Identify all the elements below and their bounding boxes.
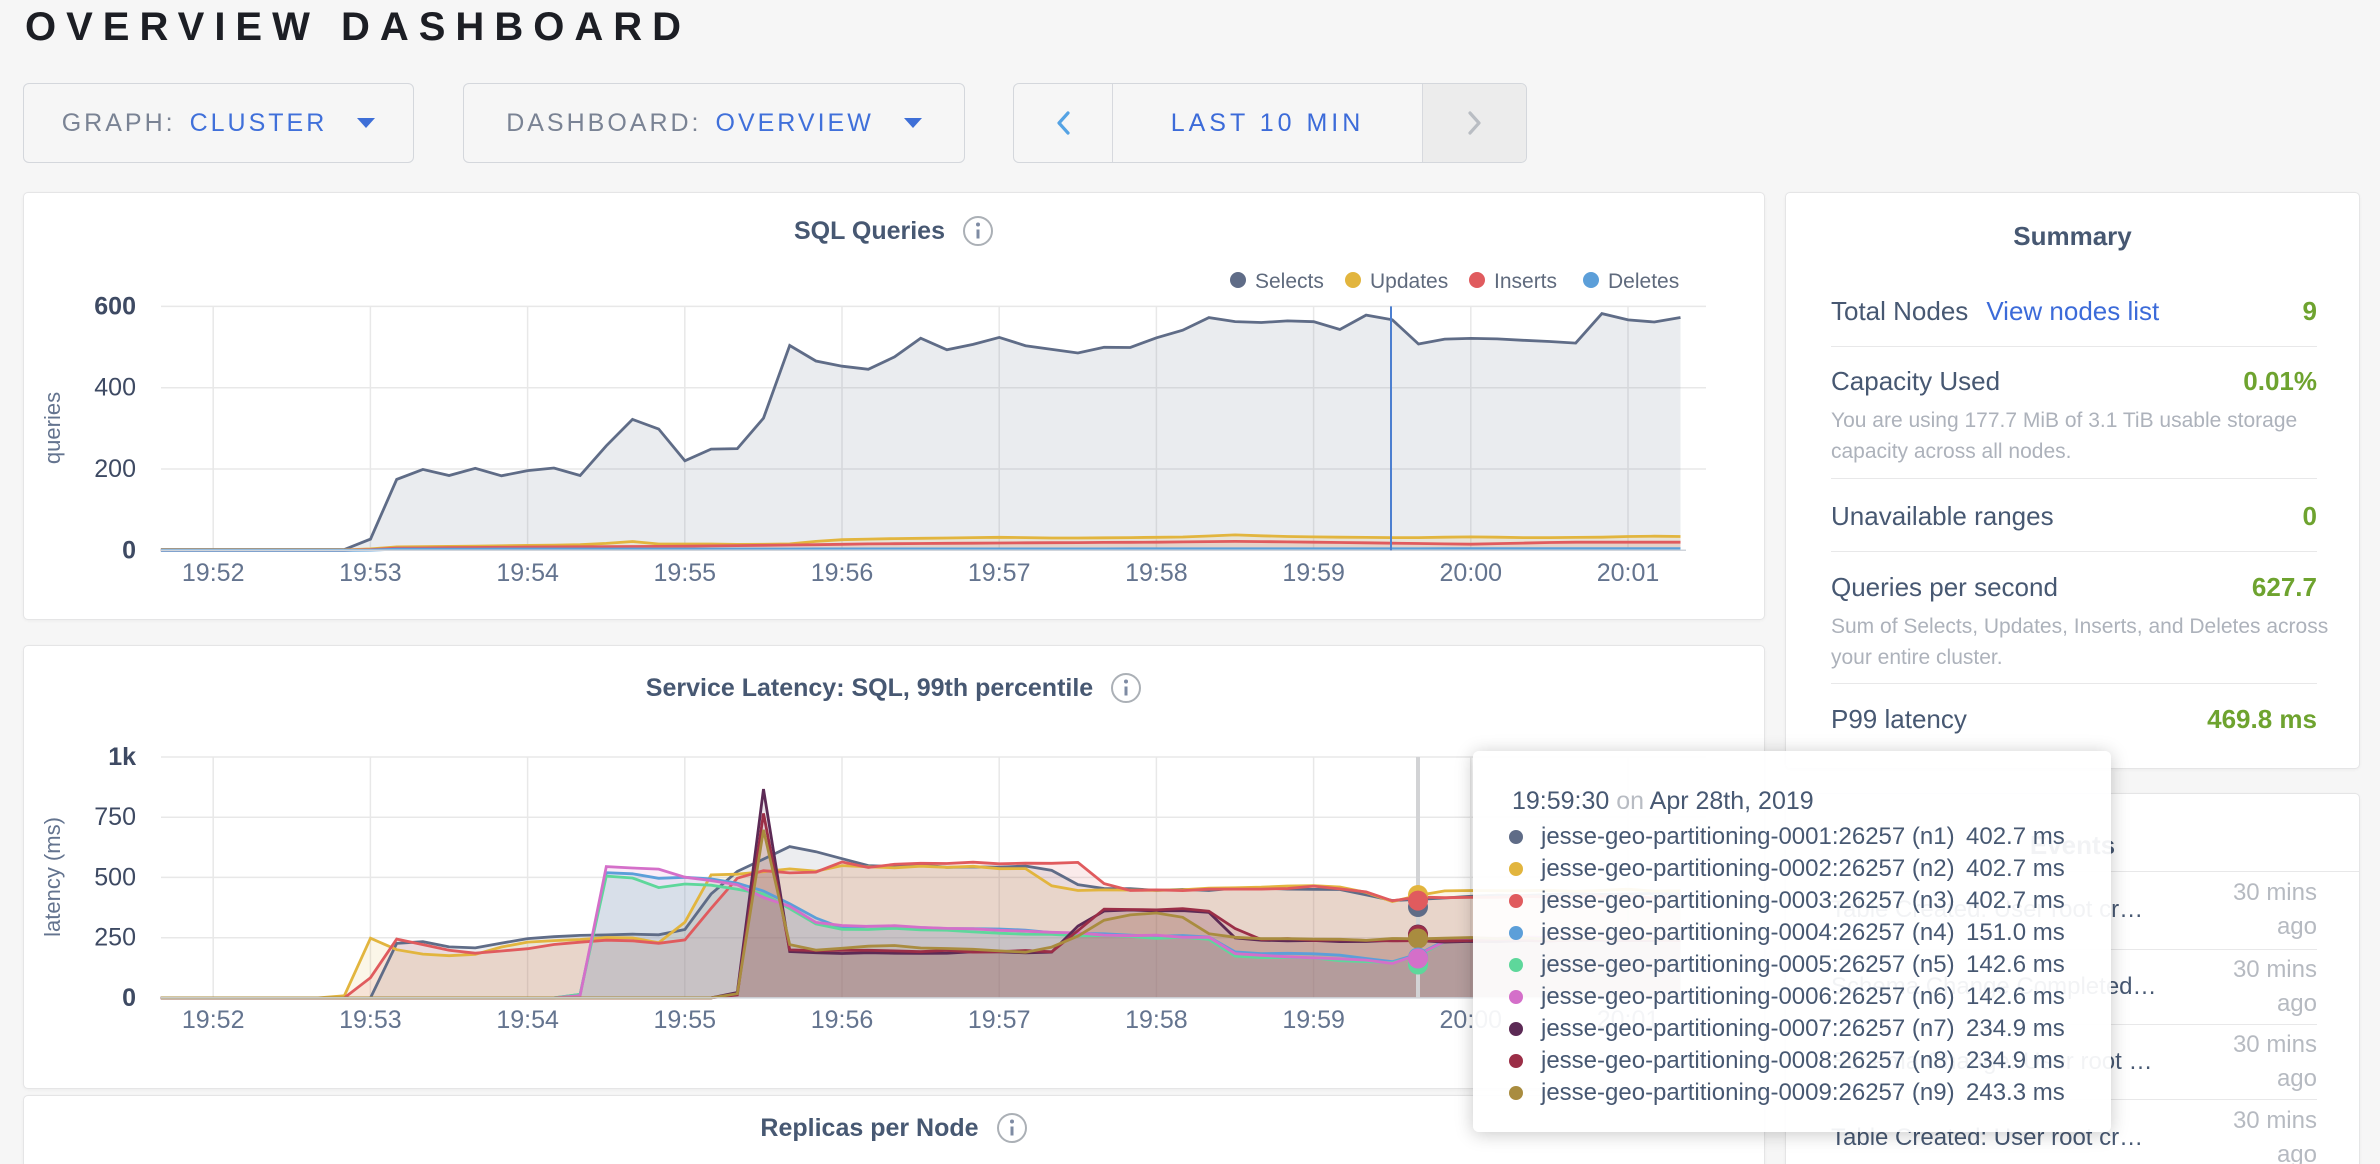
svg-text:Deletes: Deletes (1608, 270, 1679, 293)
svg-text:0: 0 (122, 536, 136, 564)
svg-text:600: 600 (94, 292, 136, 320)
svg-text:latency (ms): latency (ms) (40, 817, 65, 937)
svg-text:19:55: 19:55 (654, 1006, 717, 1034)
svg-text:19:54: 19:54 (496, 559, 559, 587)
svg-text:19:52: 19:52 (182, 1006, 245, 1034)
svg-text:500: 500 (94, 863, 136, 891)
svg-text:19:58: 19:58 (1125, 1006, 1188, 1034)
svg-text:19:55: 19:55 (654, 559, 717, 587)
svg-text:250: 250 (94, 924, 136, 952)
svg-text:19:59: 19:59 (1282, 1006, 1345, 1034)
svg-text:20:01: 20:01 (1597, 559, 1660, 587)
svg-text:Inserts: Inserts (1494, 270, 1557, 293)
svg-text:19:56: 19:56 (811, 559, 874, 587)
svg-text:20:00: 20:00 (1440, 559, 1503, 587)
svg-text:19:56: 19:56 (811, 1006, 874, 1034)
svg-text:400: 400 (94, 374, 136, 402)
svg-text:Selects: Selects (1255, 270, 1324, 293)
svg-text:19:53: 19:53 (339, 1006, 402, 1034)
svg-text:750: 750 (94, 803, 136, 831)
svg-text:0: 0 (122, 984, 136, 1012)
svg-text:queries: queries (40, 392, 65, 464)
svg-text:19:57: 19:57 (968, 1006, 1031, 1034)
svg-text:19:52: 19:52 (182, 559, 245, 587)
svg-text:19:53: 19:53 (339, 559, 402, 587)
svg-text:Updates: Updates (1370, 270, 1448, 293)
svg-text:19:57: 19:57 (968, 559, 1031, 587)
svg-text:200: 200 (94, 455, 136, 483)
svg-text:19:59: 19:59 (1282, 559, 1345, 587)
svg-text:1k: 1k (108, 743, 136, 771)
svg-text:19:54: 19:54 (496, 1006, 559, 1034)
svg-text:19:58: 19:58 (1125, 559, 1188, 587)
